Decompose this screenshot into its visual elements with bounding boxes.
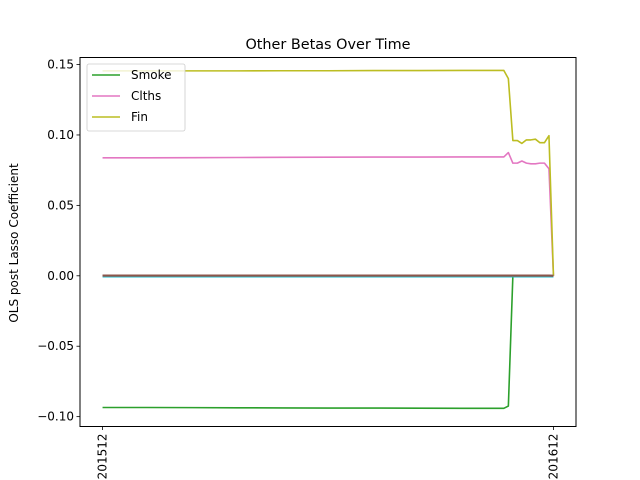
series-line-clths	[102, 151, 555, 276]
legend-label-smoke: Smoke	[131, 68, 172, 82]
plot-frame	[79, 57, 577, 427]
y-tick-label: 0.15	[47, 58, 74, 72]
x-tick-label: 201512	[96, 434, 110, 480]
x-tick-label: 201612	[546, 434, 560, 480]
y-axis: 0.15 0.10 0.05 0.00 −0.05 −0.10	[37, 58, 80, 424]
y-tick-label: 0.10	[47, 128, 74, 142]
y-tick-label: 0.05	[47, 198, 74, 212]
legend-box	[86, 63, 186, 132]
y-tick-label: −0.05	[37, 339, 74, 353]
x-axis: 201512 201612	[96, 426, 560, 480]
y-tick-label: 0.00	[47, 269, 74, 283]
legend-label-fin: Fin	[131, 110, 148, 124]
legend-label-clths: Clths	[131, 89, 161, 103]
series-layer	[102, 69, 555, 410]
y-tick-label: −0.10	[37, 410, 74, 424]
chart-title: Other Betas Over Time	[245, 37, 410, 53]
legend: Smoke Clths Fin	[86, 63, 186, 132]
series-line-fin	[102, 69, 555, 276]
y-axis-label: OLS post Lasso Coefficient	[7, 163, 21, 323]
